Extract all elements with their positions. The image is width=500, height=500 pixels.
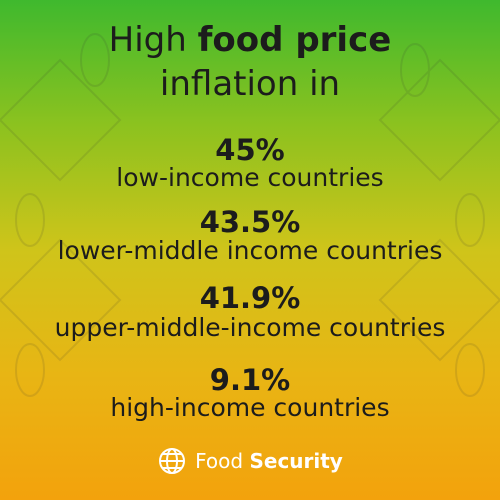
title-line: inflation in [159, 64, 341, 104]
stat-label: lower-middle income countries [57, 236, 443, 265]
stat-label: high-income countries [110, 393, 390, 422]
stat-value: 41.9% [199, 281, 301, 315]
footer: Food Security [0, 446, 500, 476]
title-line: High food price [0, 20, 500, 60]
stat-value: 9.1% [209, 363, 291, 397]
brand-word: Food [195, 449, 244, 473]
footer-text: Food Security [195, 449, 343, 473]
stat-value: 43.5% [199, 205, 301, 239]
stat-value: 45% [215, 133, 285, 167]
title-emphasis: food price [197, 20, 392, 60]
stat-label: upper-middle-income countries [54, 313, 446, 342]
brand-word-bold: Security [249, 449, 343, 473]
stat-label: low-income countries [116, 163, 384, 192]
globe-icon [159, 448, 186, 474]
title-text: High [108, 20, 187, 60]
